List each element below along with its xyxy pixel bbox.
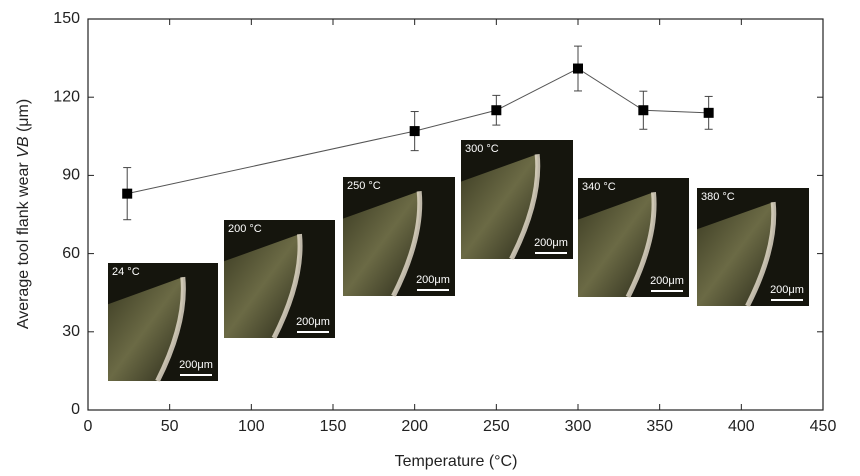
wear-edge [155, 276, 186, 383]
inset-label: 380 °C [701, 191, 735, 203]
tool-shape [461, 154, 538, 259]
x-tick-label: 200 [401, 418, 428, 435]
wear-edge [625, 192, 657, 299]
inset-label: 340 °C [582, 181, 616, 193]
scale-label: 200μm [650, 275, 684, 287]
data-line [127, 67, 709, 195]
plot-frame [87, 18, 824, 411]
inset-label: 250 °C [347, 180, 381, 192]
x-tick-label: 50 [161, 418, 179, 435]
inset-label: 300 °C [465, 143, 499, 155]
x-tick-label: 150 [320, 418, 347, 435]
inset: 380 °C 200μm [697, 188, 809, 308]
wear-edge [391, 191, 423, 298]
inset: 200 °C 200μm [224, 220, 335, 340]
data-point [638, 105, 649, 116]
y-label-symbol: VB [15, 136, 32, 158]
y-tick-label: 90 [62, 167, 80, 184]
inset-label: 24 °C [112, 266, 140, 278]
scale-label: 200μm [179, 359, 213, 371]
x-axis-label: Temperature (°C) [395, 453, 518, 470]
wear-edge [271, 233, 303, 340]
y-tick-label: 150 [53, 10, 80, 27]
scale-label: 200μm [770, 284, 804, 296]
wear-edge [745, 201, 777, 308]
data-point [703, 107, 714, 118]
data-point [491, 105, 502, 116]
y-axis-label: Average tool flank wear VB (μm) [15, 99, 32, 329]
x-tick-label: 100 [238, 418, 265, 435]
tool-shape [578, 192, 655, 297]
y-tick-label: 0 [71, 401, 80, 418]
inset: 340 °C 200μm [578, 178, 689, 299]
x-tick-label: 450 [810, 418, 837, 435]
y-tick-label: 30 [62, 323, 80, 340]
y-tick-label: 120 [53, 88, 80, 105]
tool-shape [224, 234, 301, 338]
x-tick-label: 0 [84, 418, 93, 435]
scale-label: 200μm [416, 274, 450, 286]
inset: 300 °C 200μm [461, 140, 573, 261]
data-point [122, 188, 133, 199]
tool-shape [697, 202, 774, 306]
y-label-text: Average tool flank wear [15, 158, 32, 329]
tool-shape [343, 191, 420, 296]
data-point [409, 126, 420, 137]
x-tick-label: 400 [728, 418, 755, 435]
x-tick-label: 250 [483, 418, 510, 435]
wear-edge [509, 154, 541, 261]
x-tick-label: 350 [646, 418, 673, 435]
scale-label: 200μm [534, 237, 568, 249]
x-tick-label: 300 [565, 418, 592, 435]
tool-shape [108, 277, 184, 381]
inset: 24 °C 200μm [108, 263, 218, 383]
inset: 250 °C 200μm [343, 177, 455, 298]
inset-label: 200 °C [228, 223, 262, 235]
y-tick-label: 60 [62, 245, 80, 262]
y-label-unit: (μm) [15, 99, 32, 137]
scale-label: 200μm [296, 316, 330, 328]
data-point [573, 63, 583, 74]
